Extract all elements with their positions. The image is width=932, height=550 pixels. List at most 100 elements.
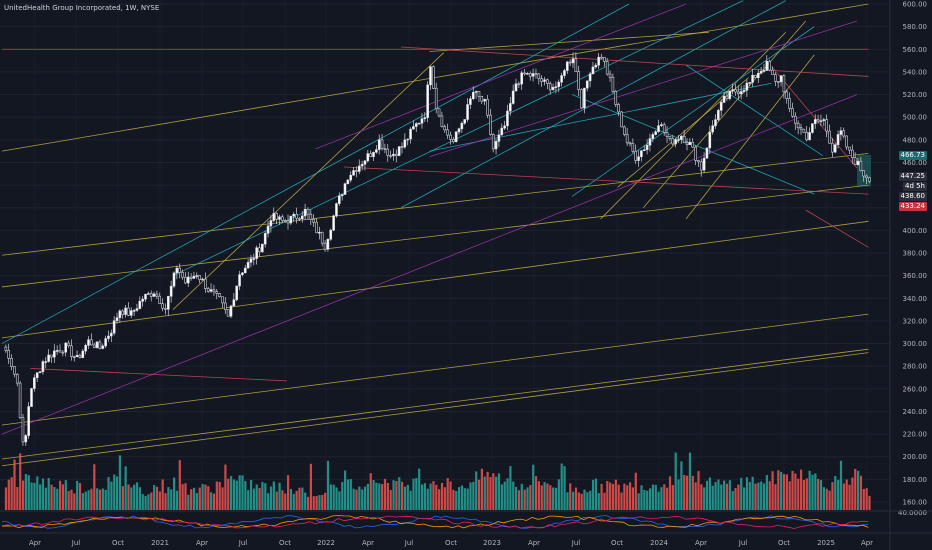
- candle: [774, 72, 777, 87]
- trendline-yellow[interactable]: [1, 184, 869, 288]
- trendline-red[interactable]: [400, 46, 869, 77]
- volume-bar: [477, 479, 481, 510]
- trendline-yellow[interactable]: [642, 20, 807, 208]
- candle: [808, 127, 811, 141]
- volume-bar: [338, 491, 341, 510]
- trendline-red[interactable]: [343, 166, 869, 195]
- candle: [104, 335, 107, 349]
- x-tick-label: Jul: [571, 539, 581, 547]
- trendline-red[interactable]: [30, 368, 288, 382]
- candle: [756, 69, 760, 83]
- trendline-yellow[interactable]: [172, 52, 445, 310]
- candle: [278, 214, 281, 225]
- trendline-yellow[interactable]: [600, 32, 787, 220]
- volume-bar: [828, 490, 831, 510]
- volume-bar: [175, 490, 179, 510]
- candle: [793, 112, 797, 130]
- trendline-yellow[interactable]: [429, 31, 709, 52]
- volume-bar: [623, 483, 626, 510]
- volume-bar: [221, 487, 224, 510]
- candle: [224, 297, 227, 315]
- candle: [400, 142, 404, 154]
- volume-bar: [691, 475, 694, 510]
- candle: [195, 272, 199, 279]
- volume-bar: [594, 478, 597, 510]
- trendline-magenta[interactable]: [1, 94, 858, 435]
- candle: [426, 81, 429, 123]
- candle: [186, 271, 190, 287]
- candle: [349, 171, 353, 183]
- candle: [132, 308, 136, 316]
- candle: [181, 269, 184, 280]
- trendline-cyan[interactable]: [429, 82, 772, 152]
- volume-bar: [335, 487, 338, 510]
- volume-bar: [204, 484, 207, 510]
- candle: [819, 114, 823, 127]
- volume-bar: [366, 484, 369, 510]
- x-tick-label: Jul: [71, 539, 81, 547]
- volume-bar: [41, 478, 45, 510]
- volume-bar: [800, 469, 803, 510]
- candle: [95, 341, 99, 349]
- volume-bar: [674, 452, 677, 510]
- trendline-yellow[interactable]: [1, 3, 869, 152]
- candle: [551, 83, 555, 91]
- candle: [44, 356, 48, 369]
- trendline-red[interactable]: [805, 209, 869, 248]
- trendline-cyan[interactable]: [685, 64, 824, 156]
- trendline-red[interactable]: [771, 65, 858, 169]
- trendline-cyan[interactable]: [1, 3, 630, 344]
- candle: [363, 159, 367, 171]
- volume-bar: [831, 482, 834, 510]
- volume-bar: [346, 479, 350, 510]
- trendline-cyan[interactable]: [571, 26, 815, 197]
- x-axis[interactable]: Apr Jul Oct 2021 Apr Jul Oct 2022 Apr Jul Oct 2023 A…: [29, 539, 873, 547]
- candle: [463, 119, 467, 125]
- candle: [702, 152, 706, 174]
- trendline-yellow[interactable]: [1, 153, 869, 256]
- volume-bar: [546, 483, 549, 510]
- volume-bar: [138, 487, 141, 510]
- candle: [366, 149, 370, 163]
- volume-bar: [683, 474, 686, 510]
- candle: [343, 182, 347, 196]
- volume-bar: [543, 482, 546, 510]
- candle: [184, 271, 187, 285]
- volume-bar: [842, 483, 845, 510]
- volume-bar: [517, 490, 521, 510]
- candle: [477, 90, 481, 102]
- candle: [432, 65, 435, 90]
- candle: [258, 243, 261, 257]
- trendline-yellow[interactable]: [1, 352, 869, 467]
- volume-bar: [728, 480, 731, 510]
- candle: [107, 330, 110, 342]
- trendline-yellow[interactable]: [1, 220, 869, 339]
- candle: [15, 373, 19, 387]
- volume-bar: [232, 479, 236, 510]
- volume-bar: [572, 491, 575, 510]
- volume-bar: [27, 475, 30, 510]
- trendline-cyan[interactable]: [400, 0, 786, 209]
- volume-bar: [269, 486, 273, 510]
- trendline-yellow[interactable]: [1, 313, 869, 426]
- candle: [315, 218, 318, 234]
- trendline-magenta[interactable]: [315, 3, 687, 150]
- trendline-yellow[interactable]: [1, 348, 869, 460]
- candle: [377, 134, 381, 155]
- y-tick-label: 560.00: [903, 46, 928, 54]
- candle: [255, 245, 258, 265]
- volume-bar: [780, 471, 783, 510]
- candle: [389, 150, 392, 159]
- trendline-cyan[interactable]: [172, 0, 744, 276]
- volume-bar: [249, 479, 253, 510]
- volume-bar: [415, 477, 418, 510]
- candle: [169, 280, 173, 303]
- candle: [372, 151, 375, 162]
- candle: [722, 92, 726, 104]
- volume-bar: [398, 477, 401, 510]
- candle: [853, 152, 857, 166]
- volume-bar: [227, 478, 230, 510]
- volume-bar: [606, 480, 609, 510]
